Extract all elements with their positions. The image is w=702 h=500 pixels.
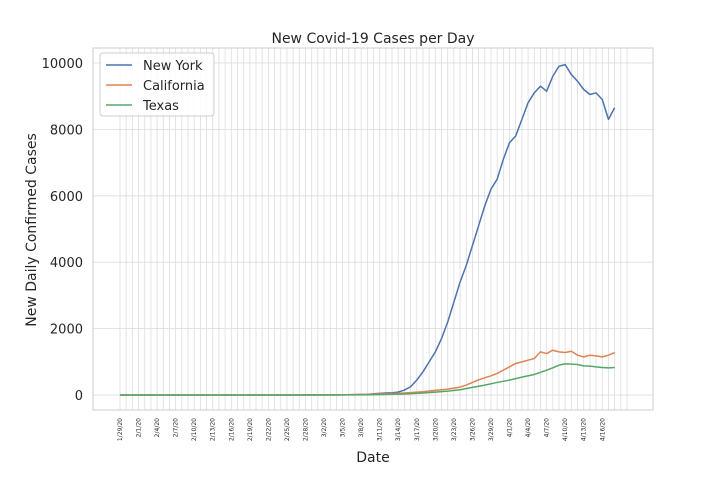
x-tick-label: 2/22/20	[265, 418, 272, 441]
x-tick-label: 4/10/20	[562, 418, 569, 441]
x-tick-label: 4/16/20	[599, 418, 606, 441]
x-tick-label: 2/10/20	[191, 418, 198, 441]
y-tick-label: 0	[75, 389, 83, 404]
x-tick-label: 4/1/20	[507, 418, 514, 437]
series-line-texas	[120, 363, 615, 396]
x-tick-label: 3/11/20	[377, 418, 384, 441]
x-tick-label: 2/4/20	[154, 418, 161, 437]
chart-title: New Covid-19 Cases per Day	[271, 31, 474, 47]
x-tick-label: 2/7/20	[173, 418, 180, 437]
series	[120, 63, 616, 396]
y-tick-label: 10000	[42, 57, 83, 72]
y-tick-label: 4000	[50, 256, 83, 271]
x-tick-label: 3/5/20	[340, 418, 347, 437]
legend-label-new-york: New York	[143, 59, 203, 74]
x-tick-label: 4/4/20	[525, 418, 532, 437]
x-tick-label: 3/20/20	[432, 418, 439, 441]
x-tick-label: 1/29/20	[117, 418, 124, 441]
legend-label-california: California	[143, 79, 205, 94]
legend: New York California Texas	[99, 52, 215, 117]
y-axis-ticks: 0 2000 4000 6000 8000 10000	[42, 57, 83, 404]
x-tick-label: 2/16/20	[228, 418, 235, 441]
x-axis-label: Date	[356, 450, 389, 466]
series-line-california	[120, 349, 615, 396]
x-tick-label: 2/1/20	[136, 418, 143, 437]
legend-label-texas: Texas	[142, 99, 179, 114]
x-tick-label: 2/25/20	[284, 418, 291, 441]
x-tick-label: 4/13/20	[581, 418, 588, 441]
y-tick-label: 2000	[50, 323, 83, 338]
y-tick-label: 8000	[50, 123, 83, 138]
x-tick-label: 3/2/20	[321, 418, 328, 437]
x-tick-label: 3/26/20	[469, 418, 476, 441]
y-tick-label: 6000	[50, 190, 83, 205]
x-tick-label: 3/17/20	[414, 418, 421, 441]
x-tick-label: 2/28/20	[302, 418, 309, 441]
x-tick-label: 3/8/20	[358, 418, 365, 437]
x-tick-label: 3/14/20	[395, 418, 402, 441]
x-tick-label: 3/29/20	[488, 418, 495, 441]
legend-box	[99, 52, 215, 117]
x-tick-label: 2/13/20	[210, 418, 217, 441]
x-tick-label: 4/7/20	[544, 418, 551, 437]
x-tick-label: 3/23/20	[451, 418, 458, 441]
plot-frame	[92, 47, 654, 411]
x-axis-ticks: 1/29/20 2/1/20 2/4/20 2/7/20 2/10/20 2/13/20 2…	[117, 418, 606, 441]
x-tick-label: 2/19/20	[247, 418, 254, 441]
y-axis-label: New Daily Confirmed Cases	[24, 133, 40, 327]
